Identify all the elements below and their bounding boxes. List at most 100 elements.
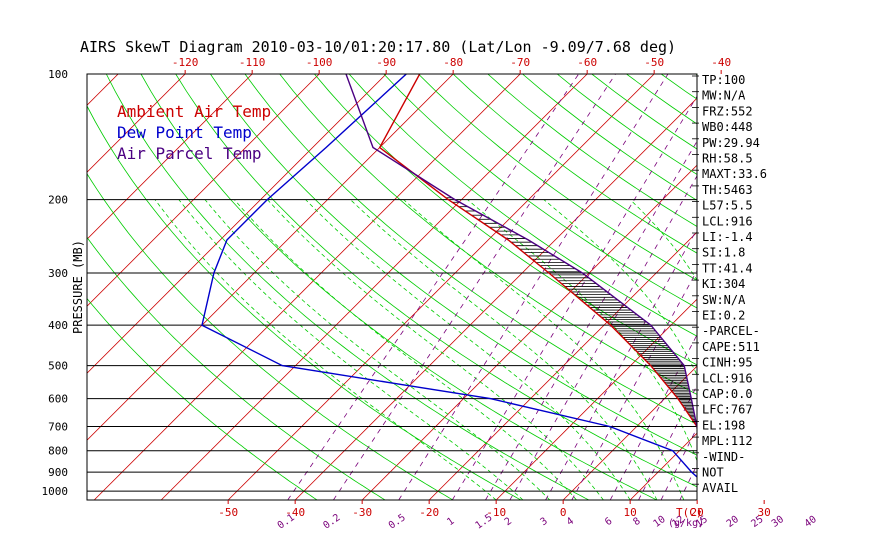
moist-adiabat [543,199,697,376]
index-value: -PARCEL- [702,324,760,338]
dry-adiabat [383,74,697,309]
index-value: RH:58.5 [702,152,753,166]
legend-entry: Ambient Air Temp [117,102,271,121]
moist-adiabat [403,199,685,500]
mixing-ratio-line [759,74,870,500]
dry-adiabat [87,173,454,500]
series-lines [201,74,697,478]
index-value: CAPE:511 [702,340,760,354]
dry-adiabat [348,74,697,337]
pressure-tick-label: 300 [48,267,68,280]
mixing-ratio-line [545,228,697,500]
top-temp-tick-label: -100 [306,56,333,69]
index-value: L57:5.5 [702,199,753,213]
index-value: LCL:916 [702,214,753,228]
legend-entry: Dew Point Temp [117,123,252,142]
dry-adiabat [87,236,386,500]
dry-adiabat [87,105,522,500]
bottom-temp-tick-label: 30 [758,506,771,519]
mixing-ratio-label: 40 [803,514,819,530]
bottom-temp-tick-label: 20 [691,506,704,519]
dry-adiabat [418,74,697,281]
bottom-unit-label: T(C) [676,506,703,519]
series-line [345,74,697,434]
index-value: EL:198 [702,418,745,432]
isotherm-line [87,74,454,441]
mixing-ratio-line [287,74,579,500]
mixing-ratio-line [660,426,697,500]
index-value: NOT [702,466,724,480]
index-value: SW:N/A [702,293,746,307]
legend-entry: Air Parcel Temp [117,144,262,163]
dry-adiabat [835,74,870,500]
top-temp-tick-label: -50 [644,56,664,69]
dry-adiabat [175,74,697,488]
dry-adiabat [800,74,870,500]
isotherm-line [87,74,387,374]
top-temp-tick-label: -110 [239,56,266,69]
chart-title: AIRS SkewT Diagram 2010-03-10/01:20:17.8… [80,38,676,56]
index-value: MAXT:33.6 [702,167,767,181]
top-temp-tick-label: -90 [376,56,396,69]
mixing-ratio-line [812,74,870,500]
mixing-ratio-label: 0.2 [321,512,342,531]
index-value: EI:0.2 [702,309,745,323]
index-value: SI:1.8 [702,246,745,260]
pressure-tick-label: 200 [48,194,68,207]
moist-adiabat [204,199,551,500]
moist-adiabat [178,199,524,500]
isotherm-line [831,74,870,500]
pressure-tick-label: 500 [48,360,68,373]
isotherm-line [93,74,521,500]
index-value: WB0:448 [702,120,753,134]
moist-adiabat [154,199,497,500]
isotherm-line [227,74,655,500]
isotherm-line [0,74,51,500]
mixing-ratio-label: 2 [503,516,514,528]
isotherm-line [87,74,253,240]
mixing-ratio-line [485,140,697,500]
bottom-temp-tick-label: -30 [352,506,372,519]
isotherm-line [160,74,588,500]
mixing-ratio-label: 20 [725,514,741,530]
dry-adiabat [140,74,657,500]
isotherm-line [87,74,119,106]
index-value: MPL:112 [702,434,753,448]
index-value: FRZ:552 [702,104,753,118]
moist-adiabat [350,199,658,500]
legend: Ambient Air Temp Dew Point Temp Air Parcel… [117,102,271,163]
mixing-ratio-label: 1 [445,516,456,528]
mixing-ratio-label: 6 [603,516,614,528]
dry-adiabat [105,74,590,500]
top-temp-tick-label: -40 [711,56,731,69]
mixing-ratio-label: 3 [538,516,549,528]
mixing-ratio-line [398,74,669,500]
index-value: CAP:0.0 [702,387,753,401]
index-value: CINH:95 [702,356,753,370]
plot-frame [86,73,698,501]
mixing-ratio-label: 30 [770,514,786,530]
moist-adiabat [467,199,697,462]
index-value: -WIND- [702,450,745,464]
pressure-tick-label: 400 [48,319,68,332]
top-temp-tick-label: -120 [172,56,199,69]
index-value: TH:5463 [702,183,753,197]
pressure-tick-label: 700 [48,421,68,434]
bottom-temp-tick-label: 10 [624,506,637,519]
bottom-temp-tick-label: -40 [285,506,305,519]
top-temp-tick-label: -60 [577,56,597,69]
isotherm-line [495,298,697,500]
mixing-ratio-line [609,334,697,500]
dry-adiabat [314,74,697,366]
pressure-tick-label: 1000 [42,485,69,498]
mixing-ratio-label: 10 [651,514,667,530]
grid-lines [0,74,870,500]
isotherm-line [87,74,320,307]
moist-adiabat [305,199,631,500]
index-value: PW:29.94 [702,136,760,150]
isotherm-line [294,97,697,500]
moist-adiabat [267,199,604,500]
dry-adiabat [87,297,318,500]
